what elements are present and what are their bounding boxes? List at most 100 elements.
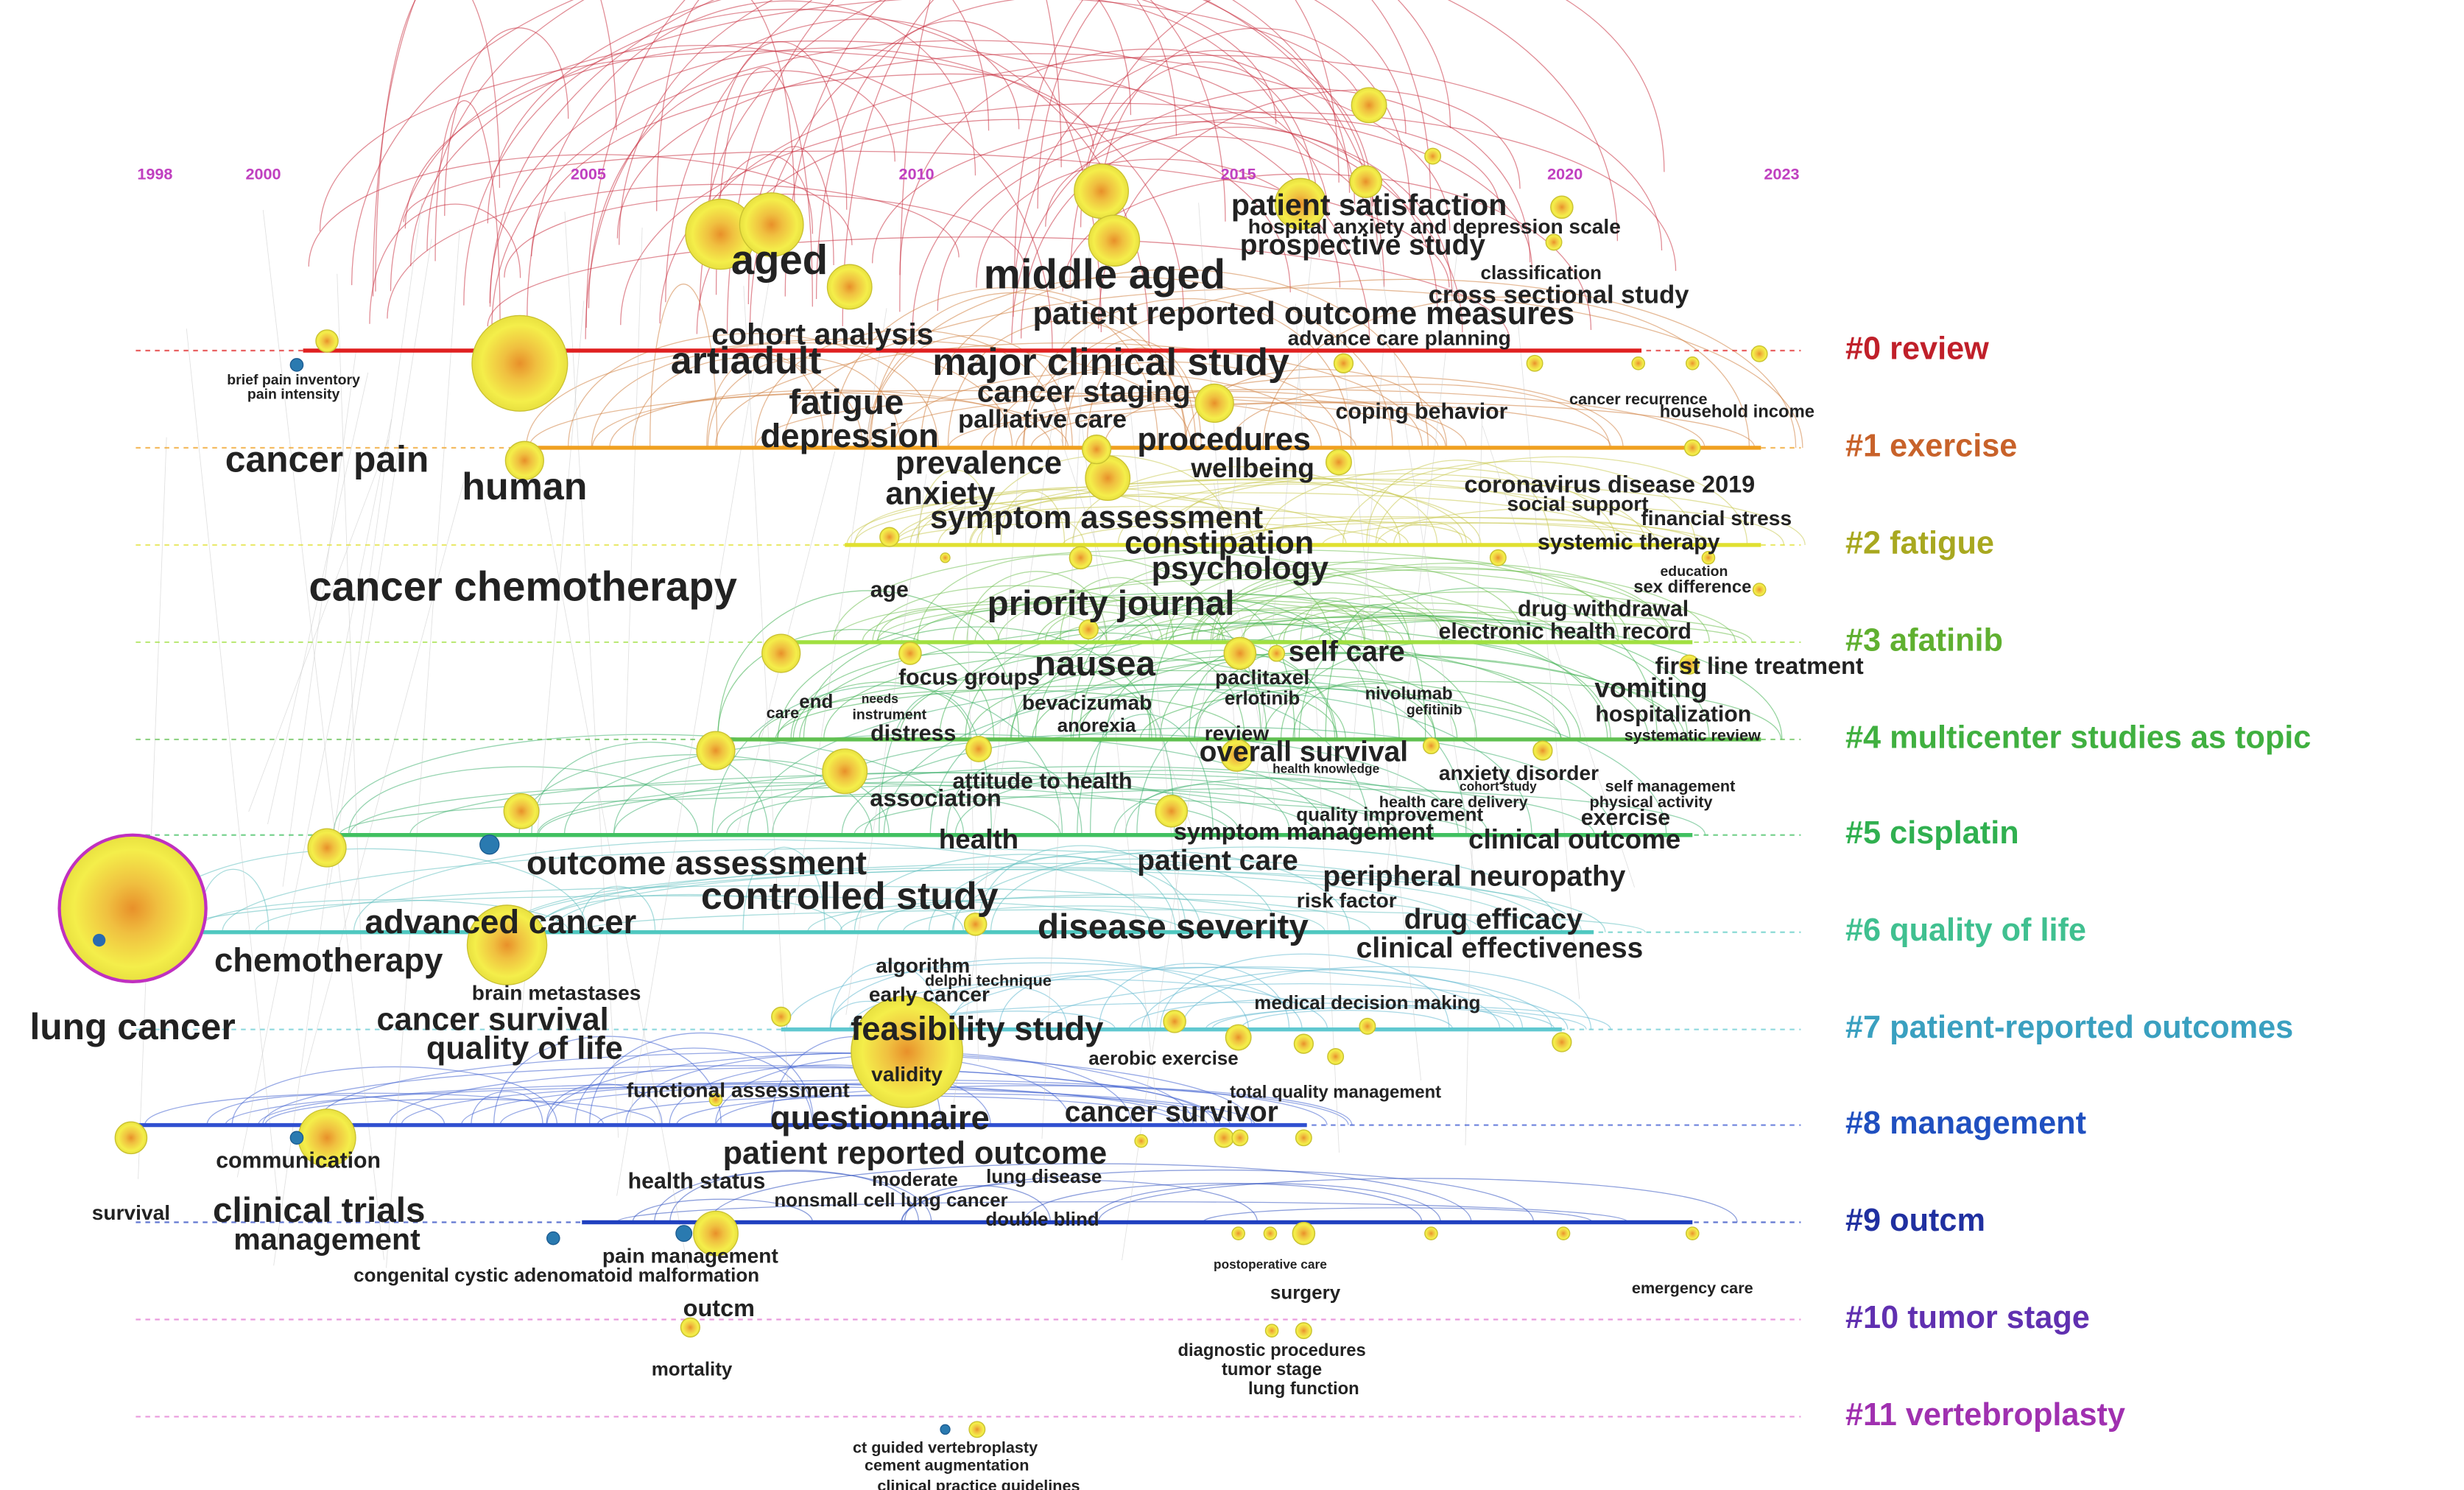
labels: 1998 2000 2005 2010 2015 2020 2023 #0 review #1 … — [29, 165, 2311, 1490]
cross-link — [1465, 416, 1483, 1146]
citation-arc — [872, 585, 1164, 642]
citation-arc — [525, 338, 1192, 448]
keyword-label: prevalence — [895, 446, 1062, 481]
keyword-label: patient care — [1137, 845, 1298, 876]
keyword-label: advance care planning — [1288, 326, 1511, 349]
citation-arc — [1202, 1207, 1593, 1223]
keyword-label: patient satisfaction — [1231, 188, 1507, 222]
citation-arc — [536, 781, 1317, 835]
citation-arc — [951, 985, 1068, 1030]
keyword-label: depression — [761, 417, 939, 454]
keyword-label: anxiety disorder — [1439, 762, 1599, 784]
node — [289, 358, 304, 372]
node — [1550, 195, 1574, 219]
keyword-label: congenital cystic adenomatoid malformati… — [353, 1264, 759, 1286]
citation-arc — [1366, 460, 1551, 545]
node — [1274, 178, 1327, 231]
citation-arc — [747, 683, 1667, 835]
citation-arc — [487, 236, 1510, 342]
citation-arc — [1023, 1183, 1423, 1223]
citation-arc — [387, 183, 960, 319]
keyword-label: quality of life — [426, 1030, 623, 1066]
node — [1333, 353, 1354, 373]
citation-arc — [585, 18, 1020, 340]
citation-arc — [777, 592, 1608, 739]
citation-arc — [1020, 127, 1438, 339]
keyword-label: anxiety — [885, 476, 995, 511]
node — [1532, 740, 1553, 761]
node — [1225, 1024, 1252, 1051]
nodes — [57, 87, 1768, 1438]
citation-arc — [579, 885, 656, 932]
node — [822, 748, 868, 795]
node — [114, 1121, 148, 1155]
citation-arc — [487, 0, 1277, 224]
citation-arc — [410, 0, 1366, 267]
citation-arc — [1037, 983, 1569, 1030]
citation-arc — [899, 0, 1062, 312]
node — [1556, 1226, 1571, 1240]
citation-arc — [968, 479, 1482, 545]
cross-link — [623, 228, 643, 804]
node — [1679, 654, 1700, 675]
citation-arc — [909, 489, 1191, 545]
node — [1223, 636, 1257, 670]
citation-arc — [619, 0, 1385, 287]
node — [1081, 435, 1112, 465]
keyword-label: early cancer — [869, 983, 990, 1006]
cross-link — [520, 301, 585, 1031]
citation-arc — [591, 393, 1069, 448]
keyword-label: focus groups — [898, 666, 1040, 690]
keyword-label: care — [767, 703, 800, 722]
keyword-label: total quality management — [1230, 1083, 1441, 1103]
cross-link — [267, 372, 369, 825]
citation-arc — [1240, 1010, 1454, 1030]
cluster-label: #3 afatinib — [1845, 622, 2003, 658]
citation-arc — [1098, 963, 1290, 1030]
keyword-label: cancer staging — [977, 374, 1191, 408]
keyword-label: quality improvement — [1296, 804, 1483, 826]
citation-arc — [1194, 668, 1458, 739]
citation-arc — [954, 770, 1383, 835]
node — [879, 527, 900, 547]
citation-arc — [319, 50, 1094, 232]
citation-arc — [1393, 521, 1463, 545]
keyword-label: cancer pain — [225, 439, 429, 480]
citation-arc — [1375, 456, 1748, 545]
node — [546, 1231, 560, 1245]
citation-arc — [895, 521, 1388, 546]
cross-link — [1041, 227, 1091, 1139]
year-label: 2010 — [899, 165, 934, 183]
citation-arc — [1072, 684, 1338, 739]
node — [1264, 1324, 1279, 1338]
citation-arc — [493, 1036, 722, 1125]
cross-link — [1348, 328, 1386, 801]
keyword-label: overall survival — [1200, 737, 1409, 768]
citation-arc — [1030, 402, 1612, 448]
citation-arc — [726, 793, 1061, 835]
keyword-label: feasibility study — [851, 1010, 1104, 1047]
node — [1685, 1226, 1700, 1240]
keyword-label: pain intensity — [247, 387, 340, 403]
citation-arc — [1010, 615, 1783, 739]
node — [471, 314, 569, 412]
citation-arc — [968, 653, 1686, 739]
keyword-label: prospective study — [1240, 230, 1486, 261]
cross-link — [949, 273, 1074, 1131]
citation-arc — [1262, 296, 1750, 448]
cluster-label: #4 multicenter studies as topic — [1845, 720, 2311, 755]
citation-arc — [665, 0, 1451, 303]
citation-arc — [534, 893, 843, 932]
node — [1422, 737, 1440, 755]
keyword-label: age — [870, 578, 909, 602]
citation-arc — [231, 1066, 558, 1125]
keyword-label: lung cancer — [29, 1006, 235, 1047]
node — [1231, 1226, 1245, 1240]
keyword-label: vomiting — [1594, 673, 1707, 703]
citation-arc — [918, 469, 993, 545]
citation-arc — [1113, 777, 1435, 835]
citation-arc — [904, 1185, 1052, 1223]
citation-arc — [650, 284, 718, 448]
citation-arc — [1079, 600, 1376, 739]
node — [1214, 1128, 1234, 1148]
